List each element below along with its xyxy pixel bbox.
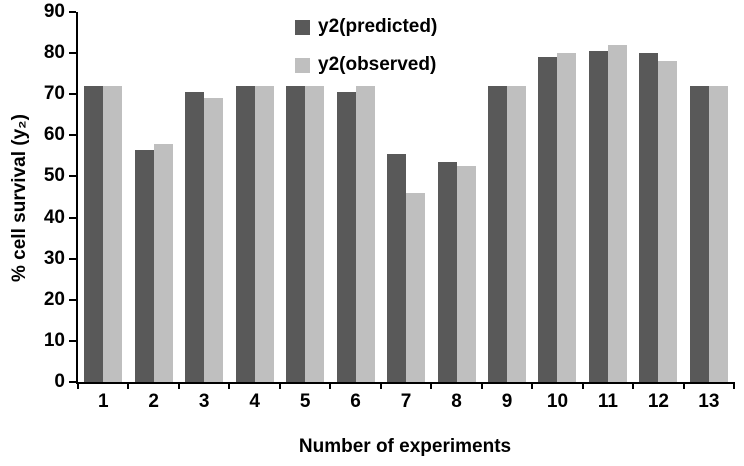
bar-y2(predicted) xyxy=(689,86,709,382)
bar-y2(predicted) xyxy=(286,86,306,382)
x-tick-mark xyxy=(480,382,483,389)
bar-y2(predicted) xyxy=(84,86,104,382)
bar-y2(predicted) xyxy=(639,53,659,382)
y-tick-label: 60 xyxy=(43,124,65,146)
legend-label: y2(observed) xyxy=(318,54,437,75)
bar-group: 10 xyxy=(532,12,582,412)
y-tick-label: 40 xyxy=(43,206,65,228)
x-tick-mark xyxy=(682,382,685,389)
bar-y2(observed) xyxy=(103,86,123,382)
bar-y2(observed) xyxy=(355,86,375,382)
plot-area: 0 10 20 30 40 50 60 70 80 90 1 2 3 4 5 6 7 8 9 10 11 12 13 xyxy=(44,2,735,412)
x-tick-label: 3 xyxy=(198,391,210,412)
x-tick-mark xyxy=(228,382,231,389)
x-tick-label: 11 xyxy=(597,391,618,412)
bars-container: 1 2 3 4 5 6 7 8 9 10 11 12 13 xyxy=(78,12,734,412)
bar-group: 9 xyxy=(482,12,532,412)
x-tick-mark xyxy=(430,382,433,389)
bar-group: 2 xyxy=(128,12,178,412)
bar-y2(observed) xyxy=(456,166,476,382)
y-tick-mark xyxy=(69,175,76,178)
y-tick-label: 90 xyxy=(43,1,65,22)
y-tick-label: 10 xyxy=(43,329,65,351)
y-tick-label: 20 xyxy=(43,288,65,310)
x-tick-mark xyxy=(632,382,635,389)
bar-y2(observed) xyxy=(254,86,274,382)
x-tick-mark xyxy=(379,382,382,389)
y-tick-mark xyxy=(69,134,76,137)
x-tick-label: 13 xyxy=(698,391,720,412)
y-tick-label: 0 xyxy=(54,371,65,392)
x-tick-label: 10 xyxy=(546,391,569,412)
bar-y2(observed) xyxy=(708,86,728,382)
y-tick-mark xyxy=(69,298,76,301)
legend-swatch-icon xyxy=(295,57,310,73)
x-tick-mark xyxy=(329,382,332,389)
bar-y2(observed) xyxy=(506,86,526,382)
bar-y2(observed) xyxy=(204,98,224,382)
legend: y2(predicted) y2(observed) xyxy=(295,16,437,76)
legend-swatch-icon xyxy=(295,19,310,35)
x-tick-label: 1 xyxy=(97,391,109,412)
bar-group: 6 xyxy=(330,12,380,412)
y-axis-title: % cell survival (y₂) xyxy=(9,114,30,282)
bar-group: 1 xyxy=(78,12,128,412)
bar-y2(predicted) xyxy=(336,92,356,382)
x-tick-mark xyxy=(733,382,735,389)
x-tick-label: 4 xyxy=(249,391,260,412)
bar-y2(predicted) xyxy=(185,92,205,382)
bar-group: 5 xyxy=(280,12,330,412)
bar-group: 7 xyxy=(381,12,431,412)
x-tick-label: 9 xyxy=(501,391,513,412)
bar-y2(predicted) xyxy=(538,57,558,382)
y-tick-label: 80 xyxy=(43,42,65,64)
x-tick-mark xyxy=(531,382,534,389)
y-tick-mark xyxy=(69,11,76,13)
x-tick-label: 12 xyxy=(647,391,669,412)
bar-y2(observed) xyxy=(305,86,325,382)
y-tick-mark xyxy=(69,381,76,383)
bar-y2(observed) xyxy=(153,143,173,382)
bar-y2(observed) xyxy=(557,53,577,382)
x-tick-mark xyxy=(278,382,281,389)
bar-y2(predicted) xyxy=(487,86,507,382)
x-axis-title: Number of experiments xyxy=(298,436,512,457)
legend-label: y2(predicted) xyxy=(318,16,438,37)
bar-y2(observed) xyxy=(658,61,678,382)
bar-y2(predicted) xyxy=(235,86,255,382)
bar-y2(predicted) xyxy=(588,51,608,382)
x-tick-label: 6 xyxy=(350,391,361,412)
x-tick-mark xyxy=(177,382,180,389)
y-tick-mark xyxy=(69,339,76,342)
x-tick-label: 5 xyxy=(299,391,311,412)
x-tick-label: 7 xyxy=(400,391,412,412)
legend-item: y2(predicted) xyxy=(295,16,437,38)
y-tick-mark xyxy=(69,93,76,96)
bar-group: 13 xyxy=(684,12,734,412)
bar-y2(predicted) xyxy=(387,153,407,382)
y-tick-label: 30 xyxy=(43,247,65,269)
bar-group: 11 xyxy=(583,12,633,412)
y-tick-mark xyxy=(69,257,76,260)
x-tick-mark xyxy=(77,382,79,389)
bar-group: 8 xyxy=(431,12,481,412)
legend-item: y2(observed) xyxy=(295,54,437,76)
x-tick-mark xyxy=(127,382,130,389)
y-tick-label: 50 xyxy=(43,165,65,187)
bar-y2(predicted) xyxy=(134,149,154,382)
bar-y2(observed) xyxy=(607,44,627,382)
y-tick-mark xyxy=(69,52,76,55)
bar-group: 3 xyxy=(179,12,229,412)
bar-y2(predicted) xyxy=(437,162,457,382)
y-tick-mark xyxy=(69,216,76,219)
bar-group: 12 xyxy=(633,12,683,412)
bar-group: 4 xyxy=(229,12,279,412)
x-tick-mark xyxy=(581,382,584,389)
y-tick-label: 70 xyxy=(43,83,65,105)
x-tick-label: 8 xyxy=(451,391,462,412)
bar-y2(observed) xyxy=(406,192,426,382)
x-tick-label: 2 xyxy=(148,391,159,412)
